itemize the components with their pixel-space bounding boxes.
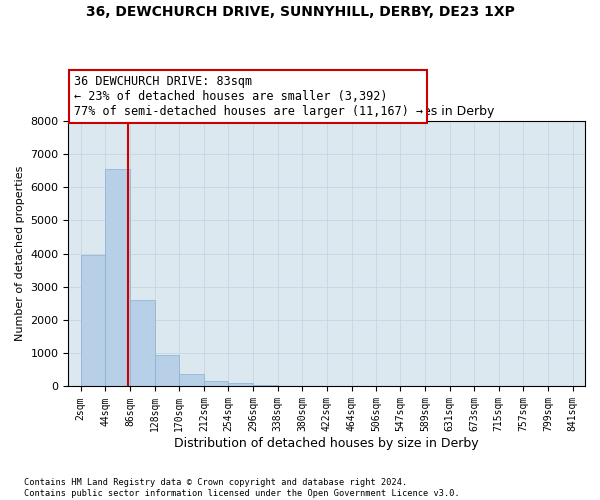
Bar (155, 355, 179, 386)
Text: 36, DEWCHURCH DRIVE, SUNNYHILL, DERBY, DE23 1XP: 36, DEWCHURCH DRIVE, SUNNYHILL, DERBY, D… (86, 5, 514, 19)
Text: Contains HM Land Registry data © Crown copyright and database right 2024.
Contai: Contains HM Land Registry data © Crown c… (24, 478, 460, 498)
Bar (106, 169, 130, 386)
Y-axis label: Number of detached properties: Number of detached properties (15, 166, 25, 342)
Text: 36 DEWCHURCH DRIVE: 83sqm
← 23% of detached houses are smaller (3,392)
77% of se: 36 DEWCHURCH DRIVE: 83sqm ← 23% of detac… (74, 75, 422, 118)
Bar (81, 256, 106, 386)
Bar (253, 384, 278, 386)
Bar (229, 384, 253, 386)
Bar (179, 374, 204, 386)
Bar (204, 382, 229, 386)
X-axis label: Distribution of detached houses by size in Derby: Distribution of detached houses by size … (175, 437, 479, 450)
Bar (130, 300, 155, 386)
Title: Size of property relative to detached houses in Derby: Size of property relative to detached ho… (159, 106, 494, 118)
